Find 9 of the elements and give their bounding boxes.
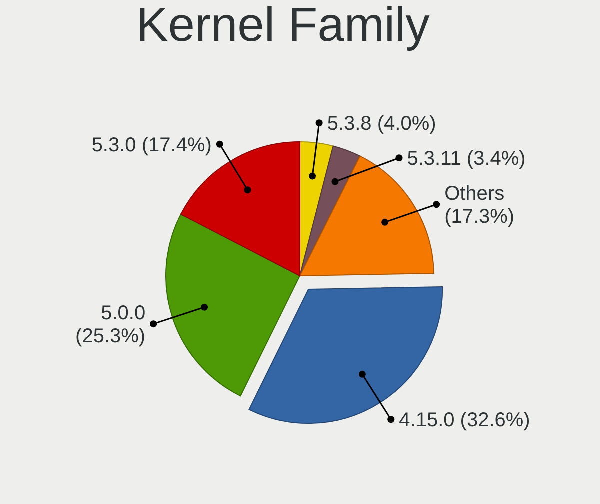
- slice-label: 5.0.0: [101, 302, 146, 325]
- slice-label: 5.3.8 (4.0%): [327, 113, 436, 136]
- data-label: (25.3%): [76, 326, 146, 348]
- slice-label: 4.15.0 (32.6%): [399, 410, 530, 432]
- chart-title: Kernel Family: [135, 0, 431, 52]
- slice-label: 5.3.0 (17.4%): [92, 134, 212, 156]
- slice-label: Others: [444, 183, 505, 206]
- slice-label: 5.3.11 (3.4%): [407, 148, 526, 170]
- data-label: (17.3%): [444, 206, 515, 228]
